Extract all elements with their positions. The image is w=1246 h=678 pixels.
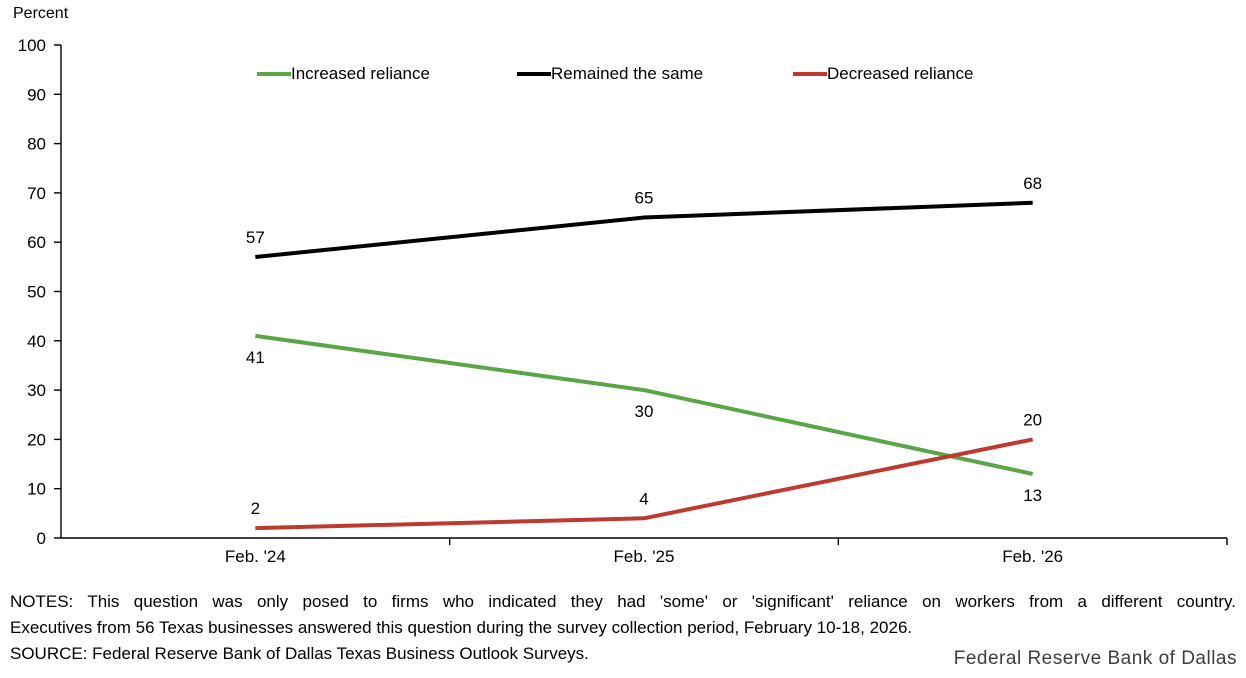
- y-tick-label: 40: [27, 332, 46, 351]
- y-tick-label: 20: [27, 430, 46, 449]
- notes-line-1: NOTES: This question was only posed to f…: [10, 592, 1236, 611]
- data-label-decreased-reliance-feb-25: 4: [639, 489, 648, 508]
- y-tick-label: 30: [27, 381, 46, 400]
- data-label-increased-reliance-feb-24: 41: [246, 348, 265, 367]
- legend-swatch-increased-reliance: [257, 72, 291, 76]
- data-label-remained-the-same-feb-24: 57: [246, 228, 265, 247]
- y-tick-label: 80: [27, 135, 46, 154]
- legend-swatch-remained-the-same: [517, 72, 551, 76]
- chart-legend: Increased reliance Remained the same Dec…: [0, 64, 1246, 84]
- data-label-decreased-reliance-feb-26: 20: [1023, 410, 1042, 429]
- y-tick-label: 100: [18, 36, 46, 55]
- series-line-remained-the-same: [255, 200, 1033, 259]
- y-tick-label: 70: [27, 184, 46, 203]
- series-line-increased-reliance: [255, 333, 1034, 476]
- data-label-increased-reliance-feb-26: 13: [1023, 486, 1042, 505]
- y-tick-label: 0: [37, 529, 46, 548]
- data-label-remained-the-same-feb-25: 65: [635, 189, 654, 208]
- y-axis-unit-label: Percent: [13, 5, 69, 22]
- y-tick-label: 90: [27, 85, 46, 104]
- legend-label-increased-reliance: Increased reliance: [291, 64, 430, 83]
- branding-wordmark: Federal Reserve Bank of Dallas: [953, 648, 1237, 669]
- data-label-increased-reliance-feb-25: 30: [635, 402, 654, 421]
- y-tick-label: 60: [27, 233, 46, 252]
- chart-plot-area: 0 10 20 30 40 50 60 70 80 90 100 Feb. '24 Feb. '25 Fe…: [18, 36, 1228, 566]
- x-tick-label-feb-24: Feb. '24: [225, 547, 286, 566]
- series-line-decreased-reliance: [255, 437, 1034, 531]
- source-line: SOURCE: Federal Reserve Bank of Dallas T…: [10, 644, 589, 663]
- legend-swatch-decreased-reliance: [793, 72, 827, 76]
- legend-item-increased-reliance: Increased reliance: [257, 64, 430, 84]
- data-label-remained-the-same-feb-26: 68: [1023, 174, 1042, 193]
- y-tick-label: 50: [27, 283, 46, 302]
- legend-label-remained-the-same: Remained the same: [551, 64, 704, 83]
- legend-item-decreased-reliance: Decreased reliance: [793, 64, 973, 84]
- legend-label-decreased-reliance: Decreased reliance: [827, 64, 974, 83]
- notes-block: NOTES: This question was only posed to f…: [10, 589, 1236, 667]
- x-tick-label-feb-26: Feb. '26: [1002, 547, 1063, 566]
- x-tick-label-feb-25: Feb. '25: [614, 547, 675, 566]
- notes-line-2: Executives from 56 Texas businesses answ…: [10, 618, 913, 637]
- data-label-decreased-reliance-feb-24: 2: [251, 499, 260, 518]
- y-tick-label: 10: [27, 480, 46, 499]
- legend-item-remained-the-same: Remained the same: [517, 64, 703, 84]
